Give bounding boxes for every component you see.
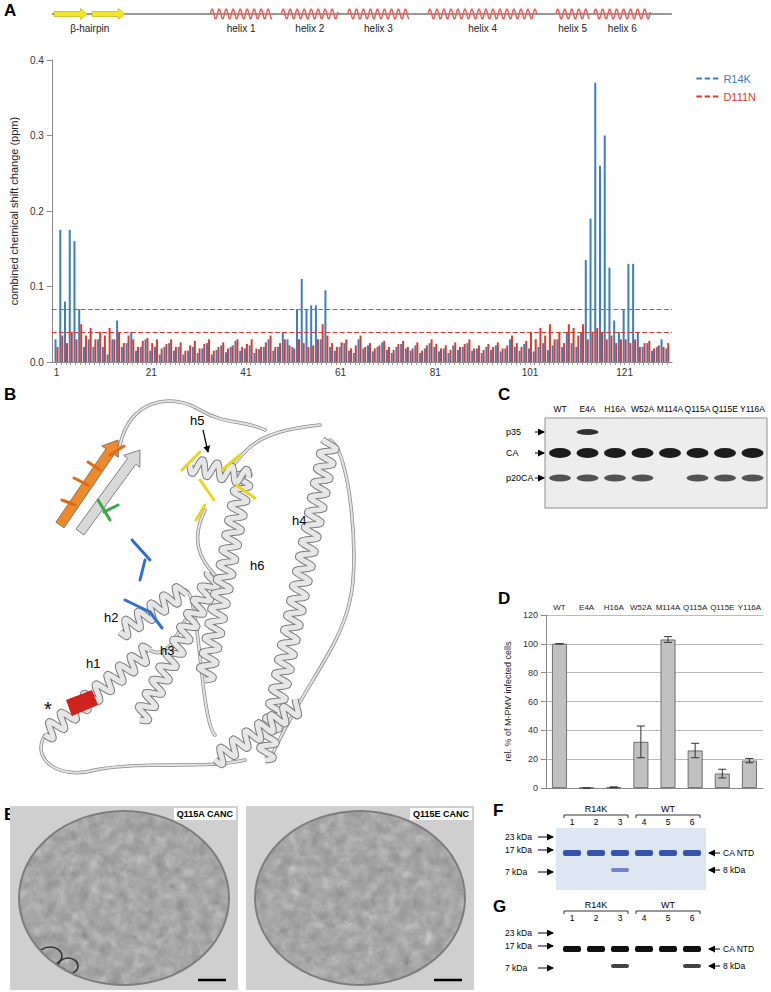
svg-text:17 kDa: 17 kDa (505, 941, 532, 951)
svg-text:6: 6 (690, 913, 695, 923)
svg-text:81: 81 (430, 367, 442, 378)
svg-text:41: 41 (240, 367, 252, 378)
svg-text:F: F (493, 801, 503, 820)
svg-text:WT: WT (661, 804, 675, 814)
svg-text:H16A: H16A (604, 404, 626, 414)
svg-text:helix 3: helix 3 (364, 23, 393, 34)
svg-text:8 kDa: 8 kDa (723, 865, 745, 875)
svg-text:R14K: R14K (585, 804, 608, 814)
svg-text:R14K: R14K (723, 73, 751, 85)
svg-text:61: 61 (335, 367, 347, 378)
svg-text:2: 2 (594, 913, 599, 923)
svg-text:121: 121 (616, 367, 633, 378)
svg-text:6: 6 (690, 817, 695, 827)
svg-text:Q115A: Q115A (685, 404, 711, 414)
svg-text:Q115E CANC: Q115E CANC (413, 809, 470, 819)
svg-text:helix 6: helix 6 (608, 23, 637, 34)
svg-text:CA NTD: CA NTD (723, 944, 754, 954)
svg-text:21: 21 (146, 367, 158, 378)
svg-text:M114A: M114A (656, 603, 681, 612)
svg-text:β-hairpin: β-hairpin (70, 23, 109, 34)
svg-text:W52A: W52A (630, 603, 652, 612)
svg-text:Q115E: Q115E (710, 603, 734, 612)
svg-text:0: 0 (533, 783, 538, 793)
svg-text:E: E (4, 805, 16, 824)
svg-text:M114A: M114A (657, 404, 684, 414)
svg-text:0.2: 0.2 (30, 206, 44, 217)
svg-text:100: 100 (523, 639, 538, 649)
svg-text:20: 20 (528, 754, 538, 764)
svg-text:4: 4 (642, 913, 647, 923)
svg-text:8 kDa: 8 kDa (723, 961, 745, 971)
svg-text:helix 1: helix 1 (227, 23, 256, 34)
svg-text:D: D (498, 589, 510, 608)
svg-text:120: 120 (523, 610, 538, 620)
svg-text:101: 101 (522, 367, 539, 378)
svg-text:h3: h3 (160, 643, 174, 658)
svg-text:0.0: 0.0 (30, 357, 44, 368)
svg-text:h1: h1 (86, 656, 100, 671)
svg-text:Y116A: Y116A (738, 603, 762, 612)
svg-text:p20CA: p20CA (506, 473, 534, 483)
svg-text:CA: CA (506, 448, 519, 458)
svg-text:*: * (44, 698, 52, 720)
svg-text:helix 2: helix 2 (295, 23, 324, 34)
svg-text:G: G (493, 897, 506, 916)
svg-text:Q115A CANC: Q115A CANC (177, 809, 234, 819)
svg-text:combined chemical shift change: combined chemical shift change (ppm) (8, 117, 20, 305)
svg-text:WT: WT (553, 603, 566, 612)
svg-text:D111N: D111N (723, 91, 756, 103)
svg-text:40: 40 (528, 725, 538, 735)
svg-text:Y116A: Y116A (740, 404, 765, 414)
svg-text:23 kDa: 23 kDa (505, 832, 532, 842)
svg-text:0.1: 0.1 (30, 281, 44, 292)
svg-text:A: A (4, 1, 16, 20)
svg-text:h6: h6 (250, 558, 264, 573)
svg-text:60: 60 (528, 697, 538, 707)
svg-text:3: 3 (618, 817, 623, 827)
svg-text:Q115A: Q115A (683, 603, 708, 612)
svg-text:B: B (4, 385, 16, 404)
svg-text:p35: p35 (506, 427, 521, 437)
svg-text:R14K: R14K (585, 900, 608, 910)
svg-text:H16A: H16A (604, 603, 625, 612)
svg-text:7 kDa: 7 kDa (505, 867, 527, 877)
svg-text:C: C (498, 385, 510, 404)
svg-text:E4A: E4A (579, 603, 595, 612)
svg-text:17 kDa: 17 kDa (505, 845, 532, 855)
svg-text:80: 80 (528, 668, 538, 678)
svg-text:0.4: 0.4 (30, 55, 44, 66)
svg-text:2: 2 (594, 817, 599, 827)
svg-text:23 kDa: 23 kDa (505, 928, 532, 938)
svg-text:CA NTD: CA NTD (723, 848, 754, 858)
svg-text:4: 4 (642, 817, 647, 827)
svg-text:3: 3 (618, 913, 623, 923)
svg-text:5: 5 (666, 817, 671, 827)
svg-text:helix 4: helix 4 (468, 23, 497, 34)
svg-text:h5: h5 (190, 413, 204, 428)
svg-text:W52A: W52A (631, 404, 654, 414)
svg-text:WT: WT (553, 404, 566, 414)
svg-text:7 kDa: 7 kDa (505, 963, 527, 973)
svg-text:h2: h2 (104, 610, 118, 625)
svg-text:Q115E: Q115E (712, 404, 738, 414)
svg-text:h4: h4 (292, 513, 306, 528)
svg-text:E4A: E4A (579, 404, 595, 414)
svg-text:helix 5: helix 5 (558, 23, 587, 34)
svg-text:0.3: 0.3 (30, 130, 44, 141)
svg-text:1: 1 (54, 367, 60, 378)
svg-text:5: 5 (666, 913, 671, 923)
svg-text:rel. % of M-PMV infected cells: rel. % of M-PMV infected cells (503, 641, 513, 762)
svg-text:1: 1 (570, 913, 575, 923)
svg-text:WT: WT (661, 900, 675, 910)
svg-text:1: 1 (570, 817, 575, 827)
